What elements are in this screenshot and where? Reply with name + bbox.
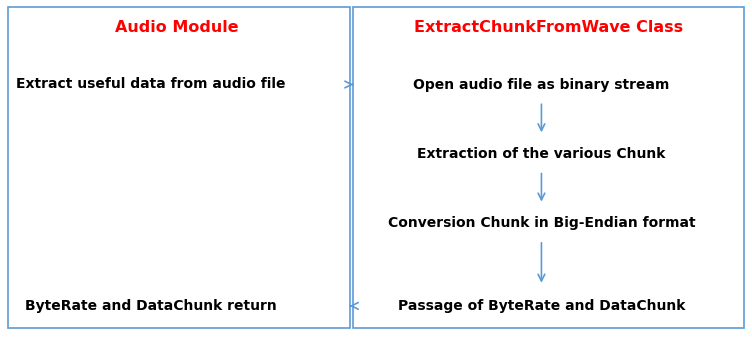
Text: Extract useful data from audio file: Extract useful data from audio file: [16, 77, 285, 92]
Text: Audio Module: Audio Module: [115, 20, 238, 34]
Text: Conversion Chunk in Big-Endian format: Conversion Chunk in Big-Endian format: [387, 216, 696, 230]
Text: ByteRate and DataChunk return: ByteRate and DataChunk return: [25, 299, 276, 313]
Text: Extraction of the various Chunk: Extraction of the various Chunk: [417, 147, 666, 161]
FancyBboxPatch shape: [353, 7, 744, 328]
Text: Open audio file as binary stream: Open audio file as binary stream: [414, 77, 669, 92]
Text: ExtractChunkFromWave Class: ExtractChunkFromWave Class: [414, 20, 684, 34]
Text: Passage of ByteRate and DataChunk: Passage of ByteRate and DataChunk: [398, 299, 685, 313]
FancyBboxPatch shape: [8, 7, 350, 328]
